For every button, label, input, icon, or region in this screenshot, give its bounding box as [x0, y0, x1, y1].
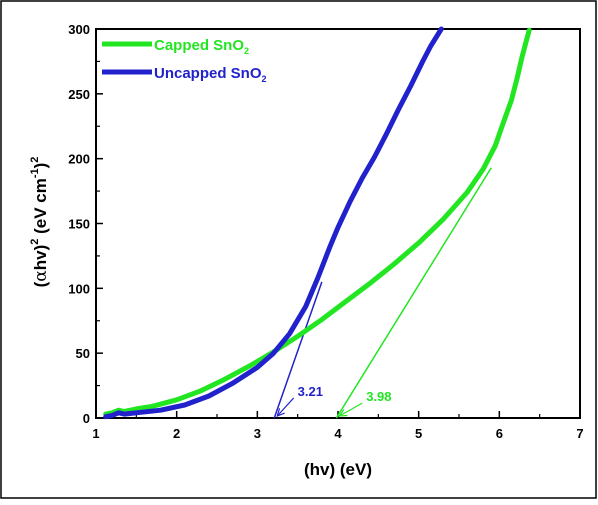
fit-line-capped	[335, 167, 492, 419]
y-axis-label: (αhv)2 (eV cm-1)2	[29, 157, 51, 288]
y-tick-label: 150	[68, 217, 90, 232]
x-tick-label: 6	[496, 426, 503, 441]
annotation-arrowhead-uncapped	[276, 408, 285, 418]
x-tick-label: 3	[254, 426, 261, 441]
y-tick-label: 100	[68, 281, 90, 296]
fit-line-uncapped	[273, 281, 323, 419]
series-uncapped-line	[103, 26, 444, 420]
x-axis-label: (hv) (eV)	[304, 460, 372, 479]
y-tick-label: 300	[68, 22, 90, 37]
fit-lines: 3.21 3.98	[273, 167, 492, 419]
series-group	[103, 26, 532, 420]
annotation-arrowhead-capped	[338, 409, 348, 417]
legend-label-uncapped: Uncapped SnO2	[154, 65, 267, 84]
y-tick-label: 250	[68, 87, 90, 102]
annotation-arrow-uncapped	[276, 397, 295, 417]
y-tick-label: 200	[68, 152, 90, 167]
annotation-arrow-capped	[339, 402, 363, 417]
x-tick-label: 5	[415, 426, 422, 441]
y-tick-label: 0	[83, 411, 90, 426]
annotation-label-capped: 3.98	[366, 389, 391, 404]
legend: Capped SnO2 Uncapped SnO2	[102, 37, 267, 84]
series-capped-line	[103, 27, 532, 417]
y-tick-label: 50	[76, 346, 90, 361]
ticks: 1 2 3 4 5 6 7 0 50 100 150 200 250 300	[68, 22, 583, 441]
annotation-label-uncapped: 3.21	[298, 384, 323, 399]
x-tick-label: 1	[92, 426, 99, 441]
legend-label-capped: Capped SnO2	[154, 37, 249, 56]
x-tick-label: 2	[173, 426, 180, 441]
x-tick-label: 7	[576, 426, 583, 441]
x-tick-label: 4	[334, 426, 342, 441]
